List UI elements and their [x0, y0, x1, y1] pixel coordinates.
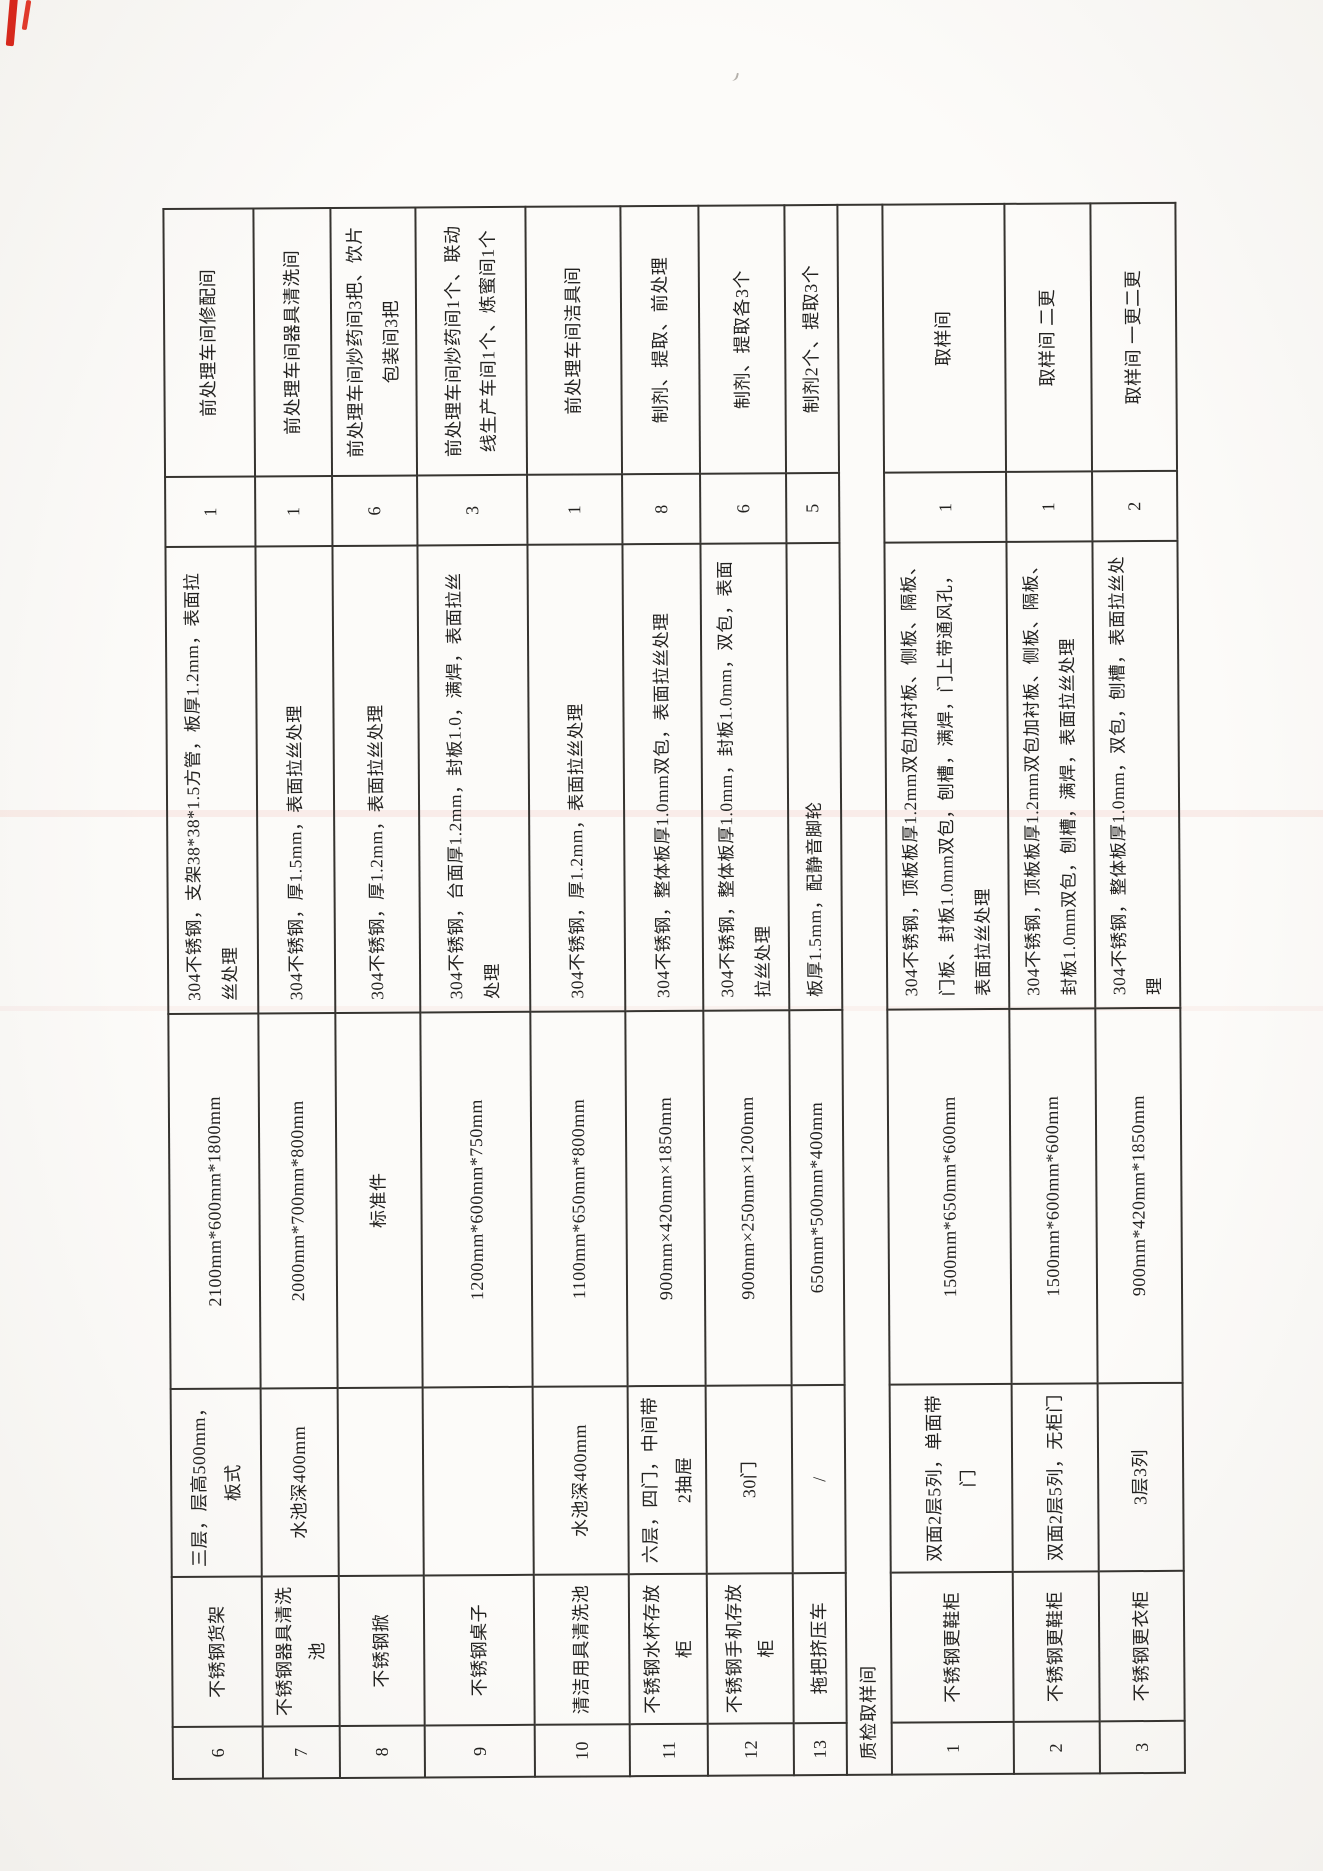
cell-no: 10 — [534, 1724, 630, 1777]
cell-qty: 2 — [1091, 470, 1178, 542]
cell-size: 900mm×250mm×1200mm — [703, 1010, 792, 1386]
cell-location: 制剂、提取、前处理 — [620, 205, 701, 475]
cell-name: 不锈钢器具清洗池 — [261, 1575, 340, 1727]
table-row: 9 不锈钢桌子 1200mm*600mm*750mm 304不锈钢，台面厚1.2… — [415, 206, 535, 1778]
cell-spec: 3层3列 — [1097, 1382, 1184, 1572]
table-row: 11 不锈钢水杯存放柜 六层，四门，中间带2抽屉 900mm×420mm×185… — [620, 205, 709, 1777]
cell-qty: 1 — [1005, 471, 1092, 542]
cell-location: 取样间 一更二更 — [1089, 202, 1178, 472]
scan-artifact-red-mark — [21, 0, 32, 31]
cell-location: 取样间 — [882, 203, 1006, 473]
cell-qty: 8 — [622, 473, 701, 545]
cell-spec: 六层，四门，中间带2抽屉 — [627, 1385, 708, 1575]
cell-spec: 双面2层5列，无柜门 — [1011, 1383, 1099, 1572]
cell-location: 前处理车间炒药间3把、饮片包装间3把 — [330, 207, 418, 476]
cell-location: 前处理车间炒药间1个、联动线生产车间1个、炼蜜间1个 — [415, 206, 528, 476]
cell-name: 拖把挤压车 — [792, 1572, 847, 1724]
equipment-table: 6 不锈钢货架 三层，层高500mm，板式 2100mm*600mm*1800m… — [162, 202, 1186, 1780]
table-row: 13 拖把挤压车 / 650mm*500mm*400mm 板厚1.5mm，配静音… — [784, 204, 848, 1776]
cell-name: 不锈钢货架 — [171, 1576, 263, 1727]
cell-no: 11 — [629, 1723, 709, 1777]
cell-size: 1100mm*650mm*800mm — [530, 1011, 628, 1387]
cell-qty: 1 — [255, 475, 333, 547]
cell-location: 前处理车间修配间 — [163, 208, 256, 478]
scan-artifact-band — [0, 1006, 1323, 1011]
cell-spec: 双面2层5列，单面带门 — [889, 1383, 1013, 1573]
cell-material: 304不锈钢，整体板厚1.0mm，封板1.0mm，双包，表面拉丝处理 — [700, 543, 790, 1011]
table-row: 7 不锈钢器具清洗池 水池深400mm 2000mm*700mm*800mm 3… — [253, 208, 340, 1779]
cell-name: 不锈钢更衣柜 — [1098, 1570, 1185, 1722]
scan-artifact-red-mark — [5, 0, 19, 47]
cell-size: 2100mm*600mm*1800mm — [168, 1013, 261, 1390]
cell-material: 304不锈钢，厚1.2mm，表面拉丝处理 — [527, 544, 626, 1012]
table-row: 8 不锈钢掀 标准件 304不锈钢，厚1.2mm，表面拉丝处理 6 前处理车间炒… — [330, 207, 425, 1778]
cell-name: 不锈钢更鞋柜 — [890, 1571, 1014, 1723]
cell-material: 304不锈钢，顶板板厚1.2mm双包加衬板、侧板、隔板、封板1.0mm双包，刨槽… — [1006, 541, 1095, 1009]
cell-location: 取样间 二更 — [1004, 203, 1092, 472]
cell-qty: 1 — [165, 476, 256, 548]
table-row: 6 不锈钢货架 三层，层高500mm，板式 2100mm*600mm*1800m… — [163, 208, 263, 1779]
cell-no: 6 — [172, 1726, 263, 1779]
cell-spec: 三层，层高500mm，板式 — [170, 1388, 262, 1577]
cell-size: 650mm*500mm*400mm — [789, 1009, 845, 1386]
cell-material: 304不锈钢，支架38*38*1.5方管，板厚1.2mm，表面拉丝处理 — [165, 546, 259, 1015]
cell-no: 2 — [1013, 1721, 1100, 1774]
scan-artifact-speck — [728, 71, 739, 82]
cell-name: 清洁用具清洗池 — [533, 1574, 630, 1725]
cell-location: 制剂2个、提取3个 — [784, 204, 840, 474]
cell-spec — [422, 1386, 534, 1576]
table-row: 10 清洁用具清洗池 水池深400mm 1100mm*650mm*800mm 3… — [525, 206, 630, 1777]
cell-material: 304不锈钢，台面厚1.2mm，封板1.0，满焊，表面拉丝处理 — [417, 544, 531, 1013]
cell-name: 不锈钢掀 — [338, 1575, 425, 1726]
cell-size: 1500mm*600mm*600mm — [1009, 1008, 1098, 1384]
cell-size: 2000mm*700mm*800mm — [258, 1012, 338, 1389]
cell-no: 7 — [262, 1725, 340, 1779]
table-row: 12 不锈钢手机存放柜 30门 900mm×250mm×1200mm 304不锈… — [698, 205, 795, 1776]
table-row: 1 不锈钢更鞋柜 双面2层5列，单面带门 1500mm*650mm*600mm … — [882, 203, 1014, 1775]
cell-size: 1200mm*600mm*750mm — [420, 1011, 533, 1388]
cell-location: 前处理车间器具清洗间 — [253, 208, 333, 477]
cell-name: 不锈钢更鞋柜 — [1012, 1571, 1100, 1722]
cell-material: 304不锈钢，顶板板厚1.2mm双包加衬板、侧板、隔板、门板、封板1.0mm双包… — [884, 541, 1010, 1010]
table-row: 2 不锈钢更鞋柜 双面2层5列，无柜门 1500mm*600mm*600mm 3… — [1004, 203, 1100, 1774]
cell-material: 304不锈钢，整体板厚1.0mm双包，表面拉丝处理 — [622, 543, 704, 1012]
cell-name: 不锈钢桌子 — [423, 1574, 535, 1726]
cell-name: 不锈钢水杯存放柜 — [628, 1573, 709, 1725]
cell-qty: 1 — [884, 471, 1007, 543]
cell-spec — [337, 1387, 424, 1576]
cell-spec: 30门 — [705, 1385, 793, 1574]
cell-size: 900mm*420mm*1850mm — [1094, 1007, 1183, 1384]
cell-qty: 1 — [527, 474, 623, 545]
cell-spec: 水池深400mm — [532, 1386, 629, 1575]
cell-size: 标准件 — [335, 1012, 423, 1388]
cell-qty: 5 — [786, 472, 840, 544]
cell-spec: 水池深400mm — [260, 1387, 339, 1577]
rotated-table-container: 6 不锈钢货架 三层，层高500mm，板式 2100mm*600mm*1800m… — [162, 202, 1186, 1780]
cell-material: 304不锈钢，厚1.5mm，表面拉丝处理 — [255, 545, 336, 1014]
cell-no: 1 — [891, 1721, 1014, 1775]
cell-no: 8 — [339, 1725, 425, 1778]
cell-location: 制剂、提取各3个 — [698, 205, 787, 474]
cell-no: 9 — [424, 1724, 535, 1778]
cell-material: 304不锈钢，整体板厚1.0mm，双包，刨槽，表面拉丝处理 — [1091, 540, 1181, 1009]
cell-material: 304不锈钢，厚1.2mm，表面拉丝处理 — [332, 545, 421, 1013]
cell-size: 1500mm*650mm*600mm — [887, 1008, 1012, 1385]
cell-qty: 3 — [417, 474, 528, 546]
cell-location: 前处理车间洁具间 — [525, 206, 623, 475]
cell-no: 3 — [1099, 1720, 1186, 1774]
cell-spec: / — [791, 1384, 846, 1574]
cell-qty: 6 — [700, 473, 787, 544]
cell-no: 13 — [793, 1722, 848, 1776]
cell-size: 900mm×420mm×1850mm — [625, 1010, 706, 1387]
cell-material: 板厚1.5mm，配静音脚轮 — [786, 542, 843, 1011]
cell-qty: 6 — [332, 475, 418, 546]
table-row: 3 不锈钢更衣柜 3层3列 900mm*420mm*1850mm 304不锈钢，… — [1089, 202, 1186, 1774]
cell-no: 12 — [708, 1723, 795, 1776]
cell-name: 不锈钢手机存放柜 — [707, 1573, 794, 1724]
scan-artifact-band — [0, 810, 1323, 817]
